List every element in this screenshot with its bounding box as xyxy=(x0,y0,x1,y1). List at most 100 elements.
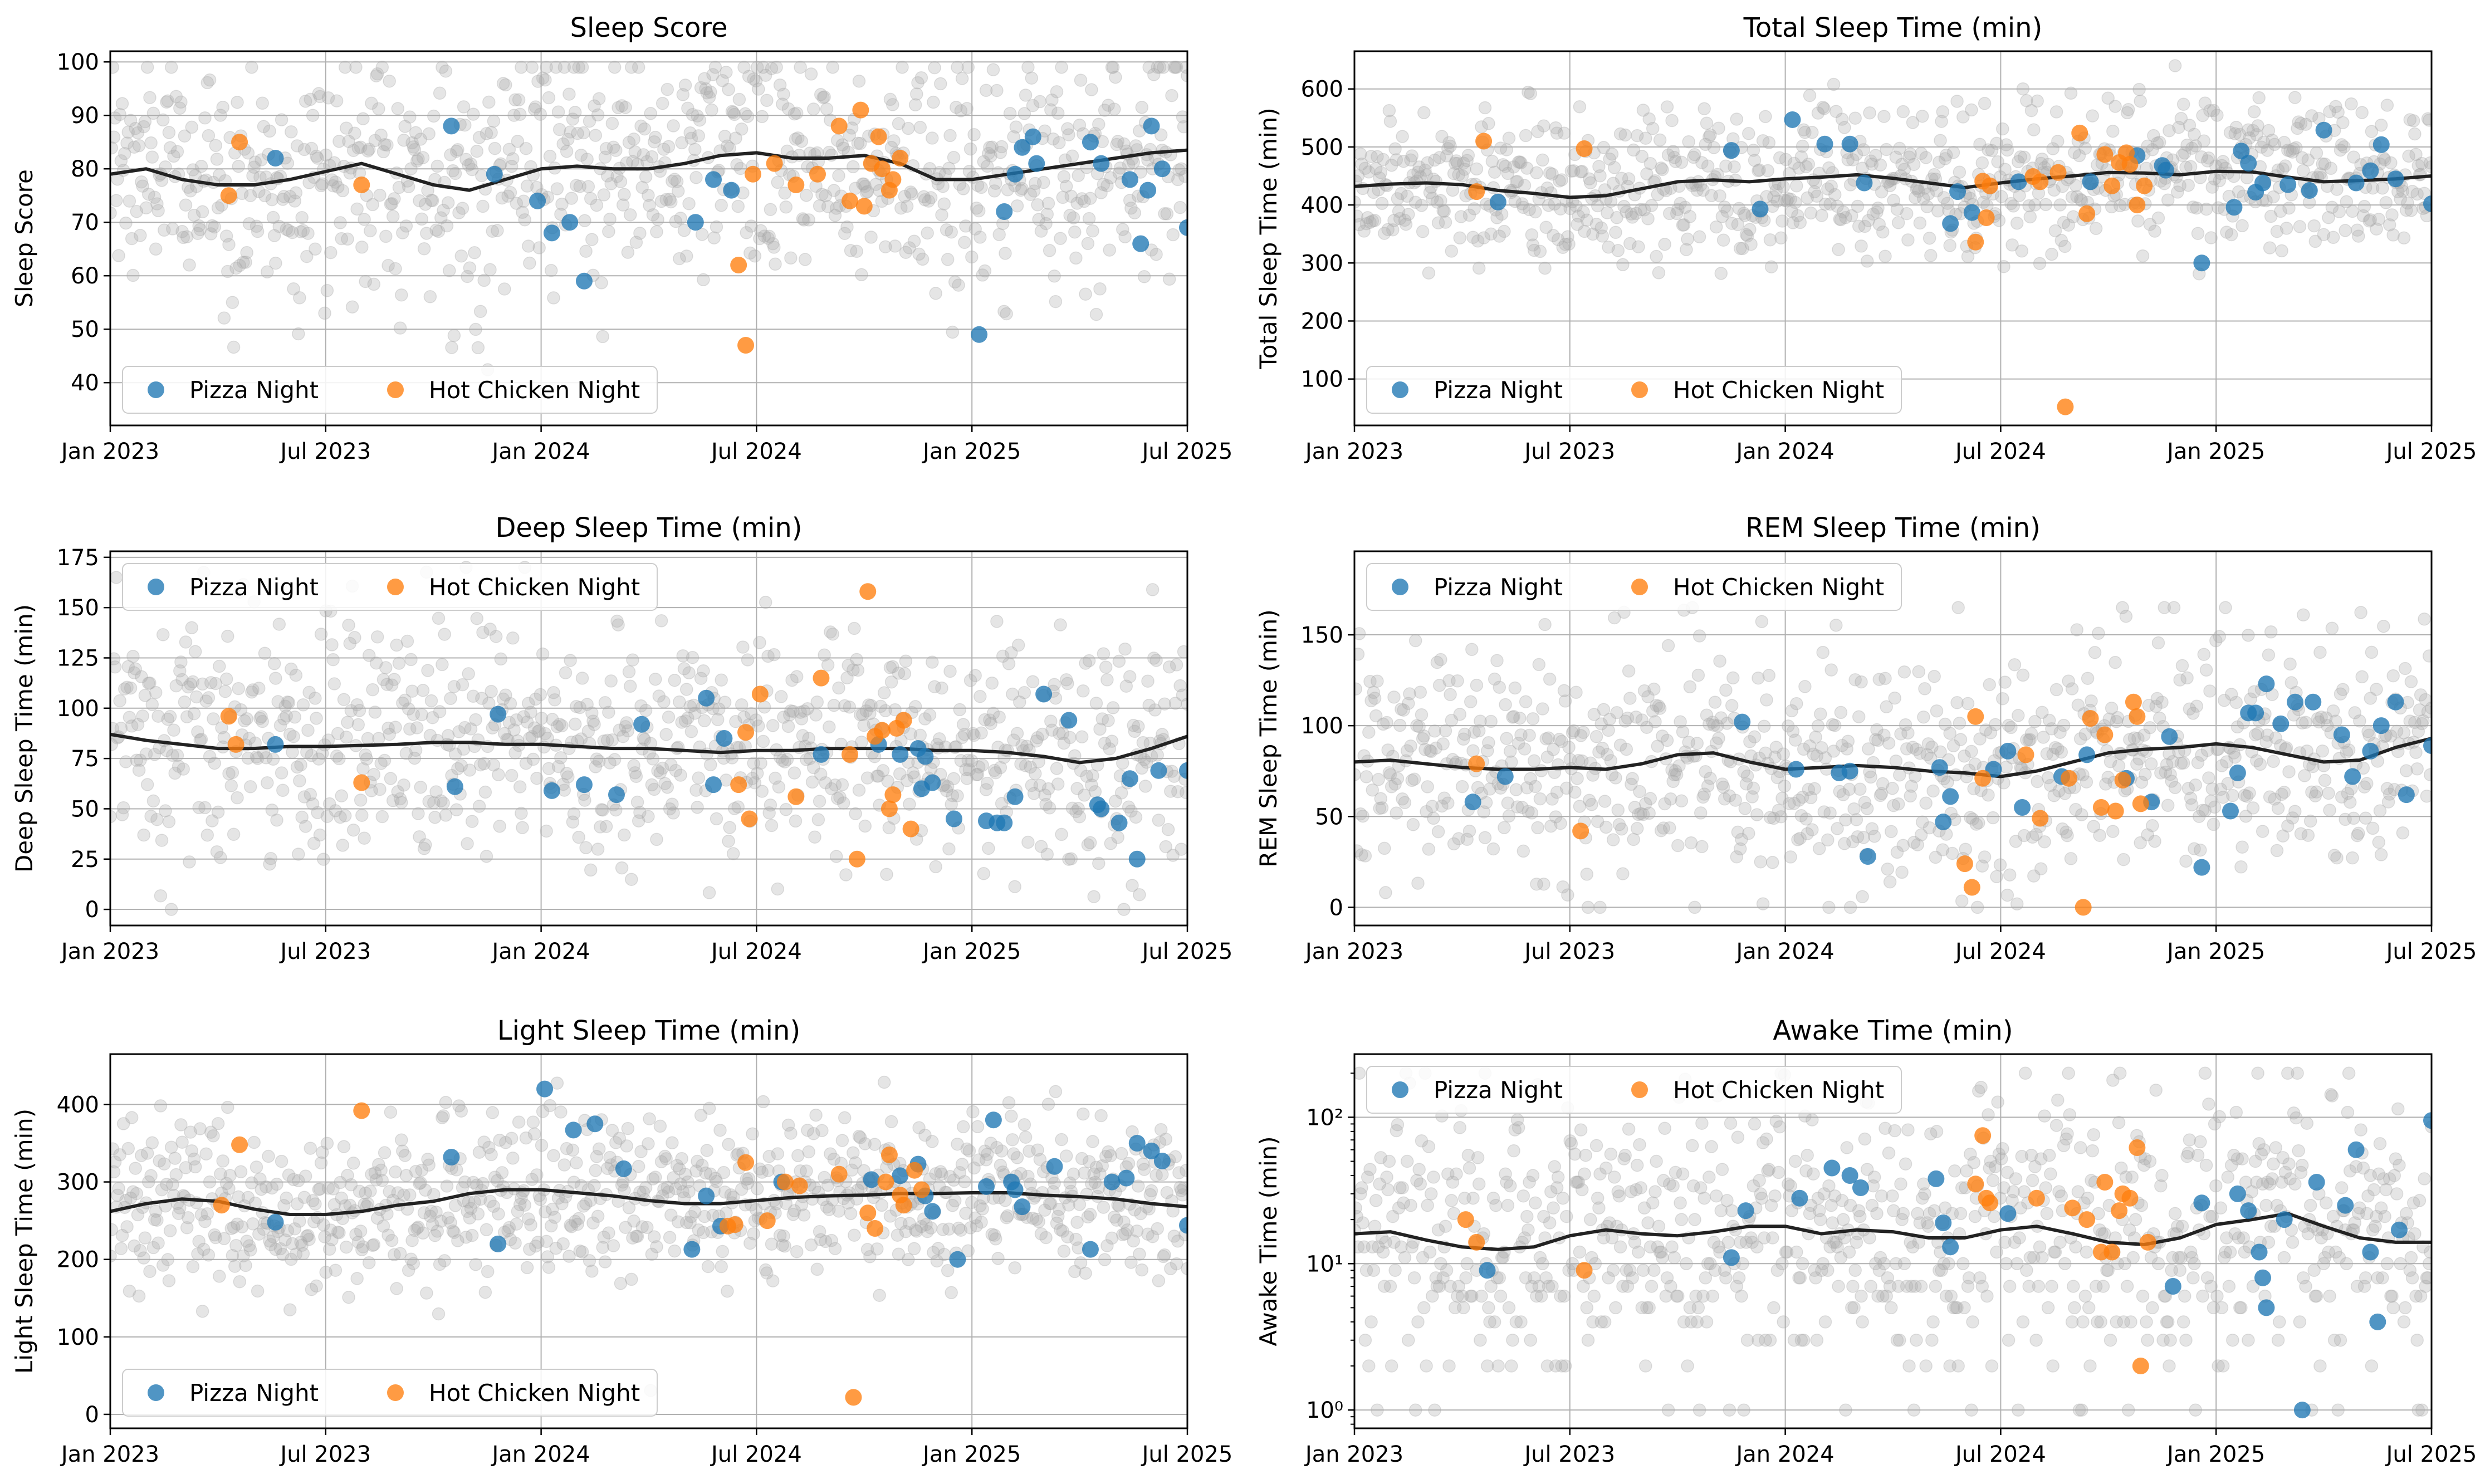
background-point xyxy=(2002,718,2016,732)
background-point xyxy=(197,1242,211,1256)
background-point xyxy=(2143,218,2157,231)
background-point xyxy=(1507,160,1520,174)
background-point xyxy=(802,732,815,745)
background-point xyxy=(1499,698,1512,712)
background-point xyxy=(403,110,417,124)
hot-chicken-points xyxy=(1468,124,2153,415)
background-point xyxy=(1118,230,1132,244)
background-point xyxy=(192,219,206,233)
background-point xyxy=(1369,709,1383,723)
background-point xyxy=(2093,829,2106,842)
background-point xyxy=(2317,228,2331,241)
background-point xyxy=(1378,227,1391,240)
x-tick-label: Jan 2024 xyxy=(491,1442,590,1467)
background-point xyxy=(1051,777,1065,791)
background-point xyxy=(1029,767,1042,781)
background-point xyxy=(2422,114,2432,127)
background-point xyxy=(1807,747,1820,761)
background-point xyxy=(2131,732,2145,745)
background-point xyxy=(1410,719,1423,732)
background-point xyxy=(142,187,155,201)
background-point xyxy=(2298,769,2311,782)
background-point xyxy=(899,654,913,668)
background-point xyxy=(391,785,405,799)
background-point xyxy=(512,1115,526,1129)
background-point xyxy=(535,1139,549,1152)
background-point xyxy=(903,1217,916,1230)
background-point xyxy=(1745,790,1759,804)
background-point xyxy=(960,772,974,785)
background-point xyxy=(567,1176,581,1189)
background-point xyxy=(762,1149,776,1163)
background-point xyxy=(1455,780,1469,794)
background-point xyxy=(1486,842,1500,856)
background-point xyxy=(1577,726,1590,739)
pizza-point xyxy=(1787,761,1804,778)
background-point xyxy=(341,232,354,246)
background-point xyxy=(312,87,326,100)
background-point xyxy=(2148,835,2161,848)
background-point xyxy=(1050,85,1064,99)
background-point xyxy=(331,727,345,741)
background-point xyxy=(1383,768,1397,782)
y-tick-label: 100 xyxy=(57,696,99,722)
background-point xyxy=(1615,822,1628,836)
background-point xyxy=(1621,711,1635,725)
background-point xyxy=(689,171,703,184)
y-tick-label: 50 xyxy=(71,796,99,822)
background-point xyxy=(616,729,630,743)
background-point xyxy=(267,657,281,670)
background-point xyxy=(814,88,828,101)
background-point xyxy=(1670,207,1684,221)
background-point xyxy=(2213,174,2226,188)
background-point xyxy=(1033,778,1047,792)
background-point xyxy=(297,143,311,156)
background-point xyxy=(991,1252,1005,1265)
background-point xyxy=(2212,201,2225,214)
background-point xyxy=(557,61,571,74)
background-point xyxy=(282,224,296,237)
background-point xyxy=(409,126,423,140)
background-point xyxy=(963,142,977,156)
background-point xyxy=(2210,109,2224,122)
background-point xyxy=(606,1239,620,1252)
background-point xyxy=(148,1213,162,1226)
pizza-point xyxy=(2372,717,2390,734)
background-point xyxy=(1941,197,1954,210)
background-point xyxy=(759,1263,772,1277)
background-point xyxy=(376,1219,390,1233)
background-point xyxy=(325,1233,339,1247)
background-point xyxy=(290,760,304,774)
background-point xyxy=(743,246,757,260)
background-point xyxy=(1133,888,1146,902)
background-point xyxy=(2408,716,2421,729)
background-point xyxy=(1919,796,1933,810)
background-point xyxy=(1154,128,1168,142)
background-point xyxy=(828,778,842,792)
background-point xyxy=(974,689,987,703)
hot-chicken-point xyxy=(2057,398,2074,415)
background-point xyxy=(629,770,643,783)
background-point xyxy=(1086,769,1099,782)
background-point xyxy=(1519,129,1533,143)
background-point xyxy=(160,744,173,757)
background-point xyxy=(2282,765,2296,778)
background-point xyxy=(2132,752,2146,766)
background-point xyxy=(1417,106,1431,120)
background-point xyxy=(798,253,812,266)
background-point xyxy=(1089,1160,1103,1174)
pizza-point xyxy=(490,706,507,723)
pizza-point xyxy=(1128,1135,1146,1152)
background-point xyxy=(1843,900,1857,914)
background-point xyxy=(680,249,693,263)
background-point xyxy=(1009,120,1023,134)
background-point xyxy=(169,679,183,693)
background-point xyxy=(2215,759,2229,772)
background-point xyxy=(375,810,389,824)
background-point xyxy=(946,1199,960,1212)
background-point xyxy=(1648,715,1662,728)
background-point xyxy=(574,148,588,162)
background-point xyxy=(828,1242,842,1255)
background-point xyxy=(1602,723,1615,737)
background-point xyxy=(355,1243,369,1257)
